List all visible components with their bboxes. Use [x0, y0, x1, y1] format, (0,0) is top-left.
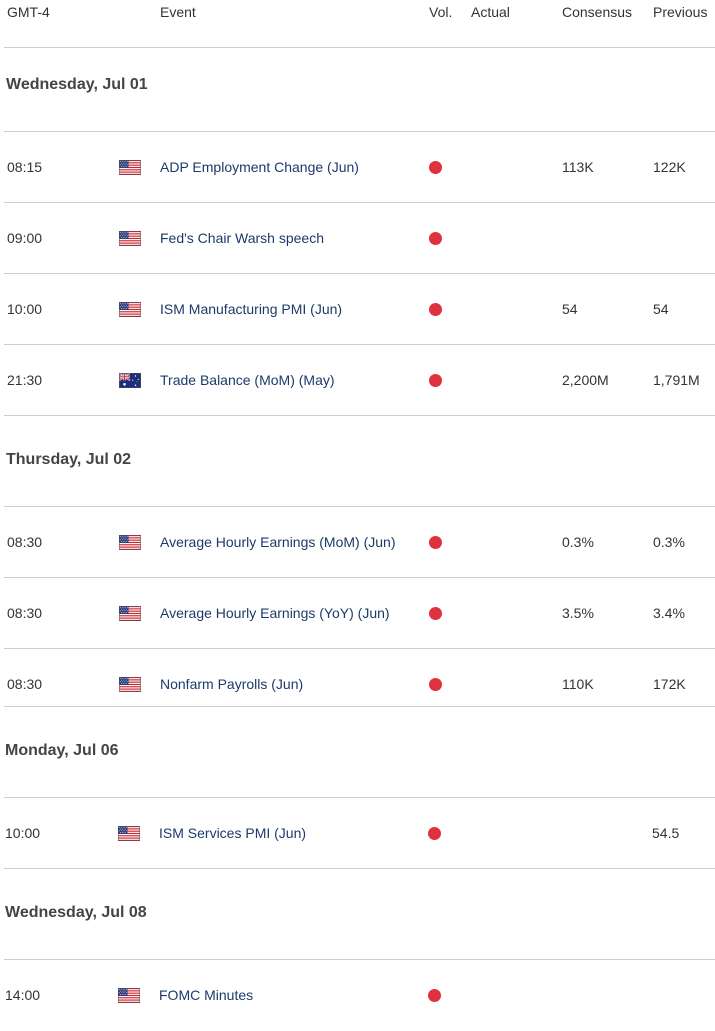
event-row: 14:00 FOMC Minutes [0, 960, 715, 1031]
us-flag-icon [118, 826, 140, 841]
volatility-column-header: Vol. [429, 4, 453, 20]
previous-value: 172K [653, 676, 686, 692]
consensus-value: 0.3% [562, 534, 594, 550]
event-name-link[interactable]: ISM Manufacturing PMI (Jun) [160, 301, 343, 317]
previous-value: 54 [653, 301, 669, 317]
previous-value: 3.4% [653, 605, 685, 621]
event-time: 08:30 [7, 676, 43, 692]
us-flag-icon [119, 677, 141, 692]
us-flag-icon [119, 535, 141, 550]
consensus-column-header: Consensus [562, 4, 633, 20]
divider [4, 577, 715, 578]
consensus-value: 113K [562, 159, 594, 175]
event-row: 08:30 Average Hourly Earnings (MoM) (Jun… [0, 507, 715, 578]
event-row: 08:30 Average Hourly Earnings (YoY) (Jun… [0, 578, 715, 649]
high-volatility-icon [428, 989, 441, 1002]
divider [4, 506, 715, 507]
event-row: 10:00 ISM Services PMI (Jun) 54.5 [0, 798, 715, 869]
day-header: Thursday, Jul 02 [6, 451, 132, 468]
event-name-link[interactable]: Nonfarm Payrolls (Jun) [160, 676, 304, 692]
event-name-link[interactable]: FOMC Minutes [159, 987, 254, 1003]
event-time: 10:00 [7, 301, 43, 317]
consensus-value: 54 [562, 301, 578, 317]
event-time: 09:00 [7, 230, 43, 246]
high-volatility-icon [429, 536, 442, 549]
us-flag-icon [119, 302, 141, 317]
event-row: 08:15 ADP Employment Change (Jun) 113K 1… [0, 132, 715, 203]
previous-column-header: Previous [653, 4, 708, 20]
high-volatility-icon [429, 161, 442, 174]
us-flag-icon [118, 988, 140, 1003]
actual-column-header: Actual [471, 4, 510, 20]
us-flag-icon [119, 231, 141, 246]
day-header: Monday, Jul 06 [5, 742, 119, 759]
australia-flag-icon [119, 373, 141, 388]
divider [4, 131, 715, 132]
consensus-value: 2,200M [562, 372, 609, 388]
event-time: 21:30 [7, 372, 43, 388]
divider [4, 47, 715, 48]
event-time: 08:30 [7, 605, 43, 621]
high-volatility-icon [429, 678, 442, 691]
event-name-link[interactable]: ADP Employment Change (Jun) [160, 159, 359, 175]
divider [4, 344, 715, 345]
day-header: Wednesday, Jul 01 [6, 76, 148, 93]
event-row: 09:00 Fed's Chair Warsh speech [0, 203, 715, 274]
high-volatility-icon [429, 374, 442, 387]
previous-value: 54.5 [652, 825, 680, 841]
event-name-link[interactable]: ISM Services PMI (Jun) [159, 825, 307, 841]
event-name-link[interactable]: Average Hourly Earnings (YoY) (Jun) [160, 605, 390, 621]
previous-value: 1,791M [653, 372, 700, 388]
high-volatility-icon [429, 303, 442, 316]
divider [4, 706, 715, 707]
divider [4, 959, 715, 960]
event-row: 21:30 Trade Balance (MoM) (May) 2,200M 1… [0, 345, 715, 416]
timezone-header: GMT-4 [7, 4, 50, 20]
event-column-header: Event [160, 4, 196, 20]
us-flag-icon [119, 160, 141, 175]
event-time: 08:15 [7, 159, 43, 175]
high-volatility-icon [429, 607, 442, 620]
divider [4, 648, 715, 649]
divider [4, 202, 715, 203]
divider [4, 868, 715, 869]
day-header: Wednesday, Jul 08 [5, 904, 147, 921]
divider [4, 273, 715, 274]
us-flag-icon [119, 606, 141, 621]
event-time: 10:00 [5, 825, 41, 841]
event-row: 10:00 ISM Manufacturing PMI (Jun) 54 54 [0, 274, 715, 345]
consensus-value: 3.5% [562, 605, 594, 621]
previous-value: 0.3% [653, 534, 685, 550]
consensus-value: 110K [562, 676, 594, 692]
divider [4, 797, 715, 798]
event-name-link[interactable]: Fed's Chair Warsh speech [160, 230, 324, 246]
event-time: 14:00 [5, 987, 41, 1003]
high-volatility-icon [428, 827, 441, 840]
high-volatility-icon [429, 232, 442, 245]
event-name-link[interactable]: Trade Balance (MoM) (May) [160, 372, 335, 388]
event-time: 08:30 [7, 534, 43, 550]
previous-value: 122K [653, 159, 686, 175]
divider [4, 415, 715, 416]
table-header: GMT-4 Event Vol. Actual Consensus Previo… [0, 0, 715, 47]
event-name-link[interactable]: Average Hourly Earnings (MoM) (Jun) [160, 534, 396, 550]
event-row: 08:30 Nonfarm Payrolls (Jun) 110K 172K [0, 649, 715, 720]
